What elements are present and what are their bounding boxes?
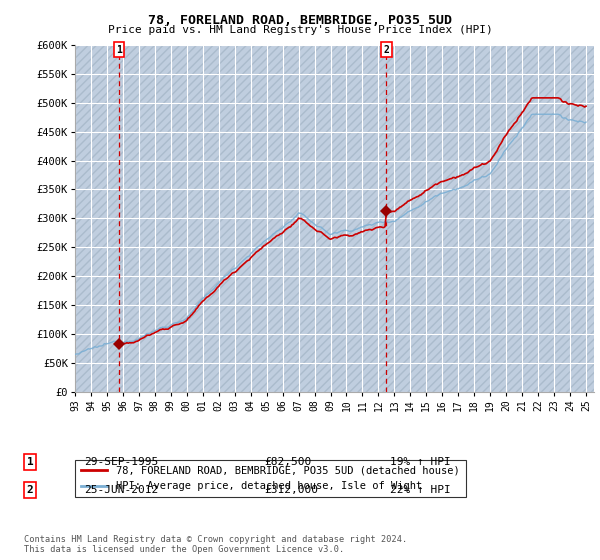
Text: 19% ↑ HPI: 19% ↑ HPI [390, 457, 451, 467]
Text: 1: 1 [116, 45, 122, 55]
Text: Price paid vs. HM Land Registry's House Price Index (HPI): Price paid vs. HM Land Registry's House … [107, 25, 493, 35]
Text: £82,500: £82,500 [264, 457, 311, 467]
Text: 2: 2 [383, 45, 389, 55]
Text: 25-JUN-2012: 25-JUN-2012 [84, 485, 158, 495]
Text: 29-SEP-1995: 29-SEP-1995 [84, 457, 158, 467]
Text: 22% ↑ HPI: 22% ↑ HPI [390, 485, 451, 495]
Text: 78, FORELAND ROAD, BEMBRIDGE, PO35 5UD: 78, FORELAND ROAD, BEMBRIDGE, PO35 5UD [148, 14, 452, 27]
Text: 1: 1 [26, 457, 34, 467]
Text: 2: 2 [26, 485, 34, 495]
Text: £312,000: £312,000 [264, 485, 318, 495]
Legend: 78, FORELAND ROAD, BEMBRIDGE, PO35 5UD (detached house), HPI: Average price, det: 78, FORELAND ROAD, BEMBRIDGE, PO35 5UD (… [75, 460, 466, 497]
Text: Contains HM Land Registry data © Crown copyright and database right 2024.
This d: Contains HM Land Registry data © Crown c… [24, 535, 407, 554]
